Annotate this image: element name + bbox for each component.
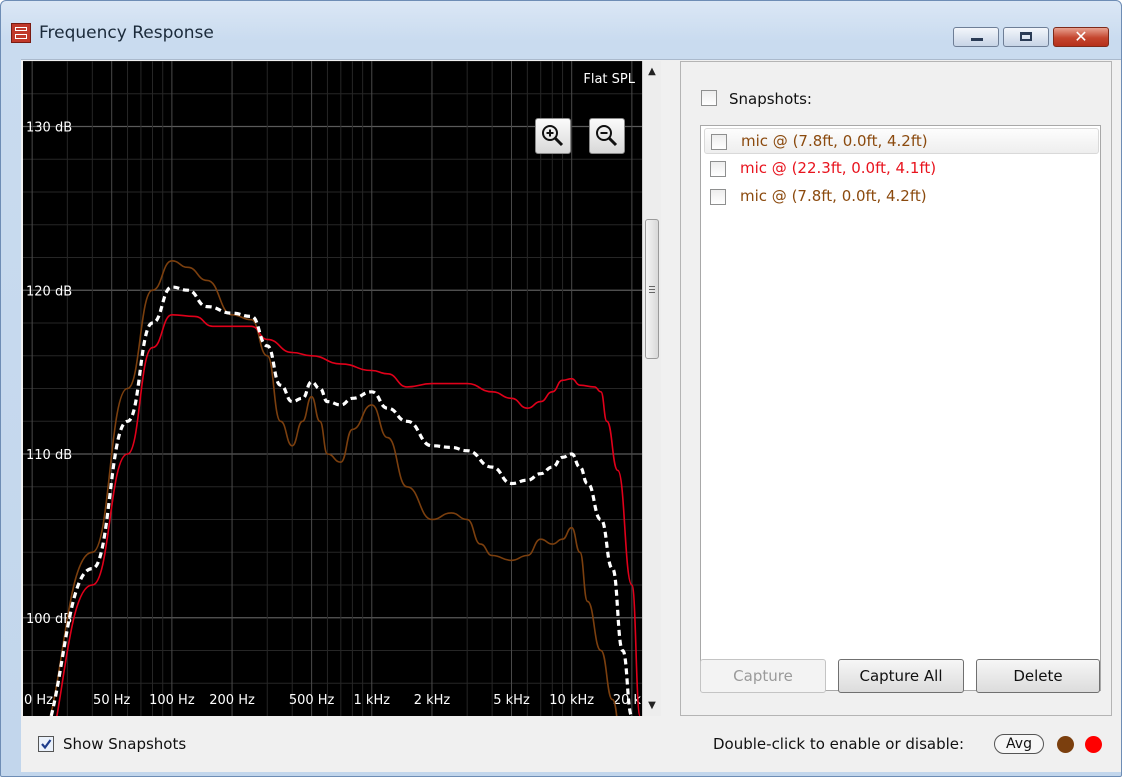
snapshot-item[interactable]: mic @ (22.3ft, 0.0ft, 4.1ft) [704, 156, 1099, 182]
capture-button[interactable]: Capture [700, 659, 826, 693]
series-line-2 [56, 313, 641, 716]
zoom-in-icon [542, 125, 564, 147]
x-tick-label: 5 kHz [493, 693, 530, 708]
x-tick-label: 500 Hz [289, 693, 335, 708]
x-tick-label: 10 kHz [549, 693, 594, 708]
x-tick-label: 2 kHz [414, 693, 451, 708]
series-line-1 [49, 259, 618, 716]
zoom-out-button[interactable] [589, 118, 625, 154]
snapshot-label: mic @ (22.3ft, 0.0ft, 4.1ft) [740, 159, 937, 177]
maximize-icon [1020, 32, 1032, 41]
x-tick-label: 0 Hz [24, 693, 53, 708]
toggle-hint-text: Double-click to enable or disable: [713, 735, 965, 753]
snapshots-list[interactable]: mic @ (7.8ft, 0.0ft, 4.2ft) mic @ (22.3f… [700, 125, 1101, 691]
capture-all-button[interactable]: Capture All [838, 659, 964, 693]
series-lines [49, 259, 641, 716]
snapshots-toggle-checkbox[interactable] [701, 90, 717, 106]
show-snapshots-checkbox[interactable] [38, 736, 54, 752]
snapshots-label: Snapshots: [729, 90, 812, 108]
x-tick-label: 200 Hz [209, 693, 255, 708]
snapshot-label: mic @ (7.8ft, 0.0ft, 4.2ft) [741, 132, 928, 150]
grid-lines [23, 61, 644, 716]
x-tick-label: 1 kHz [354, 693, 391, 708]
close-button[interactable]: ✕ [1053, 27, 1109, 47]
y-tick-label: 120 dB [26, 284, 72, 299]
series-line-3 [49, 285, 634, 716]
snapshot-checkbox[interactable] [710, 189, 726, 205]
snapshot-item[interactable]: mic @ (7.8ft, 0.0ft, 4.2ft) [704, 184, 1099, 210]
snapshot-label: mic @ (7.8ft, 0.0ft, 4.2ft) [740, 187, 927, 205]
snapshot-checkbox[interactable] [711, 134, 727, 150]
frequency-chart[interactable]: 130 dB 120 dB 110 dB 100 dB 0 Hz 50 Hz 100 Hz… [23, 61, 659, 716]
red-snapshot-toggle[interactable] [1085, 736, 1102, 753]
delete-button[interactable]: Delete [976, 659, 1100, 693]
x-tick-labels: 0 Hz 50 Hz 100 Hz 200 Hz 500 Hz 1 kHz 2 kHz 5 k… [24, 693, 651, 708]
y-tick-labels: 130 dB 120 dB 110 dB 100 dB [26, 121, 72, 627]
chart-canvas: 130 dB 120 dB 110 dB 100 dB 0 Hz 50 Hz 100 Hz… [23, 61, 651, 716]
maximize-button[interactable] [1003, 27, 1049, 47]
snapshot-item[interactable]: mic @ (7.8ft, 0.0ft, 4.2ft) [704, 128, 1099, 154]
scrollbar-thumb[interactable] [645, 219, 659, 359]
scroll-down-arrow[interactable]: ▼ [648, 700, 656, 711]
x-tick-label: 50 Hz [93, 693, 130, 708]
scrollbar-grip [649, 286, 655, 287]
close-icon: ✕ [1074, 27, 1088, 46]
window-title: Frequency Response [39, 23, 214, 43]
x-tick-label: 20 kH [613, 693, 651, 708]
scroll-up-arrow[interactable]: ▲ [648, 66, 656, 77]
client-area: 130 dB 120 dB 110 dB 100 dB 0 Hz 50 Hz 100 Hz… [21, 59, 1121, 772]
minimize-icon [971, 38, 983, 41]
y-tick-label: 130 dB [26, 121, 72, 136]
app-icon[interactable] [11, 23, 31, 43]
chart-mode-label: Flat SPL [583, 72, 635, 87]
snapshots-panel: Snapshots: mic @ (7.8ft, 0.0ft, 4.2ft) m… [680, 61, 1112, 716]
x-tick-label: 100 Hz [149, 693, 195, 708]
y-tick-label: 110 dB [26, 448, 72, 463]
minimize-button[interactable] [953, 27, 999, 47]
y-tick-label: 100 dB [26, 612, 72, 627]
zoom-in-button[interactable] [535, 118, 571, 154]
checkmark-icon [41, 739, 52, 750]
title-bar[interactable]: Frequency Response ✕ [1, 1, 1121, 53]
avg-toggle[interactable]: Avg [994, 734, 1044, 754]
chart-vertical-scrollbar[interactable]: ▲ ▼ [642, 61, 661, 716]
zoom-out-icon [596, 125, 618, 147]
brown-snapshot-toggle[interactable] [1057, 736, 1074, 753]
snapshot-checkbox[interactable] [710, 161, 726, 177]
show-snapshots-label: Show Snapshots [63, 735, 187, 753]
